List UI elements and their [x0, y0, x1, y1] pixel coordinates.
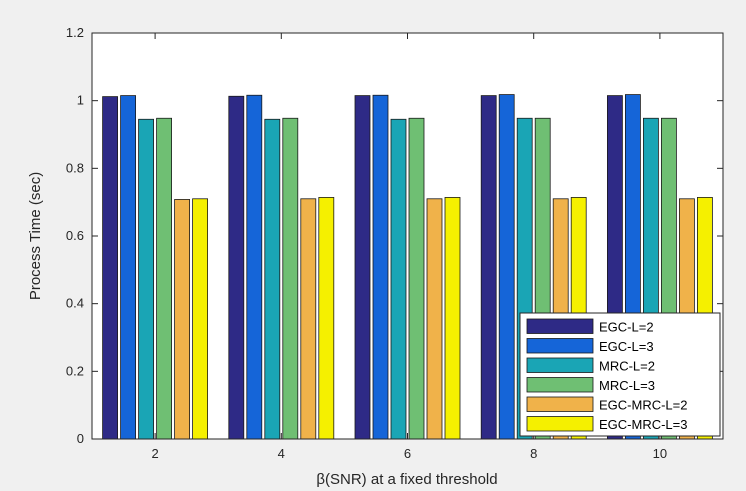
bar-egc-l-3-x4 — [246, 94, 263, 440]
legend-label: MRC-L=3 — [599, 378, 655, 393]
bar-egc-l-3-x2 — [120, 95, 136, 440]
x-axis-label: β(SNR) at a fixed threshold — [316, 471, 497, 488]
legend-swatch — [526, 338, 594, 354]
bar-mrc-l-3-x6 — [408, 117, 425, 440]
y-tick-label: 0.4 — [66, 296, 84, 311]
bar-egc-l-2-x6 — [354, 95, 371, 440]
legend-swatch — [526, 377, 594, 393]
legend-label: MRC-L=2 — [599, 359, 655, 374]
legend-swatch — [526, 396, 594, 412]
bar-egc-mrc-l-3-x6 — [444, 197, 461, 440]
bar-egc-mrc-l-2-x4 — [300, 198, 317, 440]
bar-egc-mrc-l-3-x4 — [318, 197, 335, 440]
legend-swatch — [526, 416, 594, 432]
x-tick-label: 6 — [404, 446, 411, 461]
x-tick-label: 2 — [151, 446, 158, 461]
bar-mrc-l-3-x4 — [282, 117, 299, 440]
x-tick-label: 10 — [653, 446, 667, 461]
bar-egc-l-3-x8 — [498, 94, 515, 440]
bar-egc-l-2-x8 — [480, 95, 497, 440]
bar-egc-l-2-x2 — [102, 96, 118, 440]
x-tick-label: 4 — [278, 446, 285, 461]
legend-label: EGC-MRC-L=3 — [599, 417, 688, 432]
bar-mrc-l-3-x2 — [156, 117, 173, 440]
ticks-group: 0 0.2 0.4 0.6 0.8 1 1.2 2 4 6 8 10 — [66, 25, 723, 461]
legend: EGC-L=2 EGC-L=3 MRC-L=2 MRC-L=3 EGC-MRC-L=2 E… — [519, 312, 721, 437]
y-tick-label: 0.8 — [66, 160, 84, 175]
legend-label: EGC-MRC-L=2 — [599, 398, 688, 413]
bar-mrc-l-2-x6 — [390, 118, 407, 440]
bar-egc-l-2-x4 — [228, 95, 245, 440]
y-tick-label: 1 — [77, 93, 84, 108]
legend-label: EGC-L=3 — [599, 339, 654, 354]
bar-mrc-l-2-x2 — [138, 118, 155, 440]
bar-egc-mrc-l-2-x2 — [174, 199, 191, 440]
y-tick-label: 0 — [77, 431, 84, 446]
y-tick-label: 0.2 — [66, 363, 84, 378]
bar-mrc-l-2-x4 — [264, 118, 281, 440]
legend-label: EGC-L=2 — [599, 320, 654, 335]
y-axis-label: Process Time (sec) — [27, 172, 44, 300]
bar-egc-mrc-l-3-x2 — [192, 198, 209, 440]
legend-swatch — [526, 318, 594, 334]
bar-egc-l-3-x6 — [372, 94, 389, 440]
x-tick-label: 8 — [530, 446, 537, 461]
y-tick-label: 1.2 — [66, 25, 84, 40]
y-tick-label: 0.6 — [66, 228, 84, 243]
bar-egc-mrc-l-2-x6 — [426, 198, 443, 440]
legend-swatch — [526, 357, 594, 373]
